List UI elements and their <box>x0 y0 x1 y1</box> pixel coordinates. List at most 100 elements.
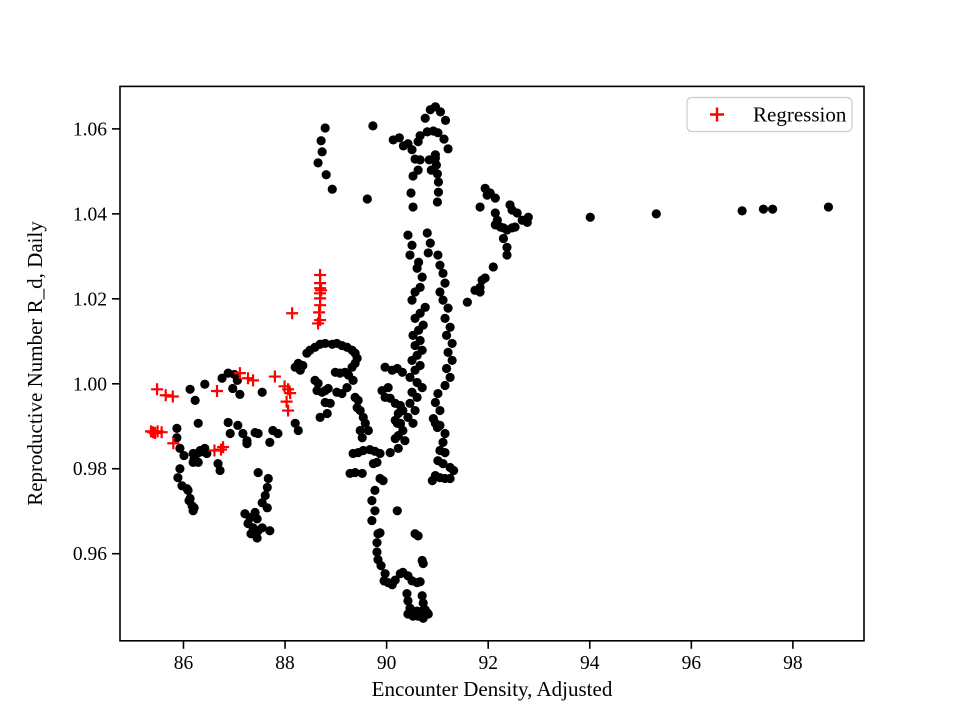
regression-marker <box>210 385 223 398</box>
data-point <box>420 605 430 615</box>
x-tick-label: 96 <box>682 653 702 674</box>
data-point <box>392 506 402 516</box>
data-point <box>523 212 533 222</box>
data-point <box>510 222 520 232</box>
data-point <box>438 268 448 278</box>
data-point <box>315 412 325 422</box>
data-point <box>313 158 323 168</box>
data-point <box>172 423 182 433</box>
regression-marker <box>284 387 297 400</box>
data-point <box>225 428 235 439</box>
y-tick-label: 1.00 <box>73 374 107 395</box>
data-point <box>262 503 272 513</box>
data-point <box>438 295 448 305</box>
data-point <box>380 569 390 579</box>
data-point <box>443 303 453 313</box>
regression-marker <box>312 317 325 330</box>
data-point <box>263 473 273 484</box>
data-point <box>403 596 413 606</box>
data-point <box>408 202 418 212</box>
data-point <box>367 515 377 526</box>
data-point <box>433 128 443 138</box>
data-point <box>490 208 500 218</box>
data-point <box>440 448 450 458</box>
data-point <box>363 425 373 436</box>
data-point <box>430 397 440 408</box>
data-point <box>390 433 400 444</box>
data-point <box>435 260 445 270</box>
data-point <box>175 443 185 453</box>
data-point <box>405 398 415 408</box>
data-point <box>410 313 420 323</box>
series-Regression <box>144 269 328 457</box>
data-point <box>431 160 441 170</box>
data-point <box>265 437 275 448</box>
plot-frame <box>119 85 865 642</box>
data-point <box>415 577 425 587</box>
x-tick-label: 86 <box>174 653 194 674</box>
data-point <box>408 418 418 428</box>
data-point <box>440 380 450 391</box>
regression-marker <box>217 441 230 454</box>
y-tick-label: 1.02 <box>73 289 107 310</box>
data-point <box>185 493 195 504</box>
y-tick-label: 0.96 <box>73 544 107 565</box>
data-point <box>435 107 446 117</box>
data-point <box>410 287 420 297</box>
data-point <box>367 496 377 506</box>
series-observations <box>172 102 834 623</box>
data-point <box>405 372 415 383</box>
data-point <box>320 123 330 133</box>
data-point <box>435 405 445 416</box>
data-point <box>327 184 337 194</box>
x-tick-label: 98 <box>783 653 803 674</box>
data-point <box>425 238 435 248</box>
series-layer <box>144 102 834 623</box>
data-point <box>418 558 428 569</box>
data-point <box>360 418 370 428</box>
data-point <box>293 425 303 436</box>
data-point <box>238 428 248 439</box>
data-point <box>440 428 450 439</box>
data-point <box>412 392 422 402</box>
data-point <box>190 395 200 405</box>
data-point <box>433 388 443 399</box>
data-point <box>370 506 380 516</box>
data-point <box>378 476 388 486</box>
data-point <box>394 133 404 143</box>
data-point <box>290 362 300 372</box>
data-point <box>233 420 243 431</box>
data-point <box>475 282 485 292</box>
y-tick-label: 1.04 <box>73 204 107 225</box>
data-point <box>317 147 327 157</box>
data-point <box>406 188 416 198</box>
data-point <box>480 273 490 283</box>
data-point <box>373 529 383 539</box>
data-point <box>417 272 427 282</box>
data-point <box>427 476 437 486</box>
regression-marker <box>286 307 299 320</box>
data-point <box>488 262 498 272</box>
data-point <box>348 448 358 459</box>
data-point <box>490 193 500 203</box>
data-point <box>502 242 512 253</box>
data-point <box>440 278 450 288</box>
regression-marker <box>268 370 281 383</box>
data-point <box>175 464 185 474</box>
data-point <box>215 465 225 476</box>
data-point <box>188 506 198 516</box>
data-point <box>400 436 410 446</box>
data-point <box>502 250 512 260</box>
data-point <box>417 383 427 393</box>
data-point <box>273 428 283 439</box>
legend: Regression <box>686 96 853 133</box>
data-point <box>440 313 450 323</box>
regression-marker <box>159 389 172 402</box>
data-point <box>407 295 417 305</box>
data-point <box>438 437 448 448</box>
data-point <box>585 212 595 222</box>
data-point <box>403 230 413 240</box>
data-point <box>179 450 189 461</box>
data-point <box>320 338 330 349</box>
x-tick-label: 90 <box>377 653 397 674</box>
